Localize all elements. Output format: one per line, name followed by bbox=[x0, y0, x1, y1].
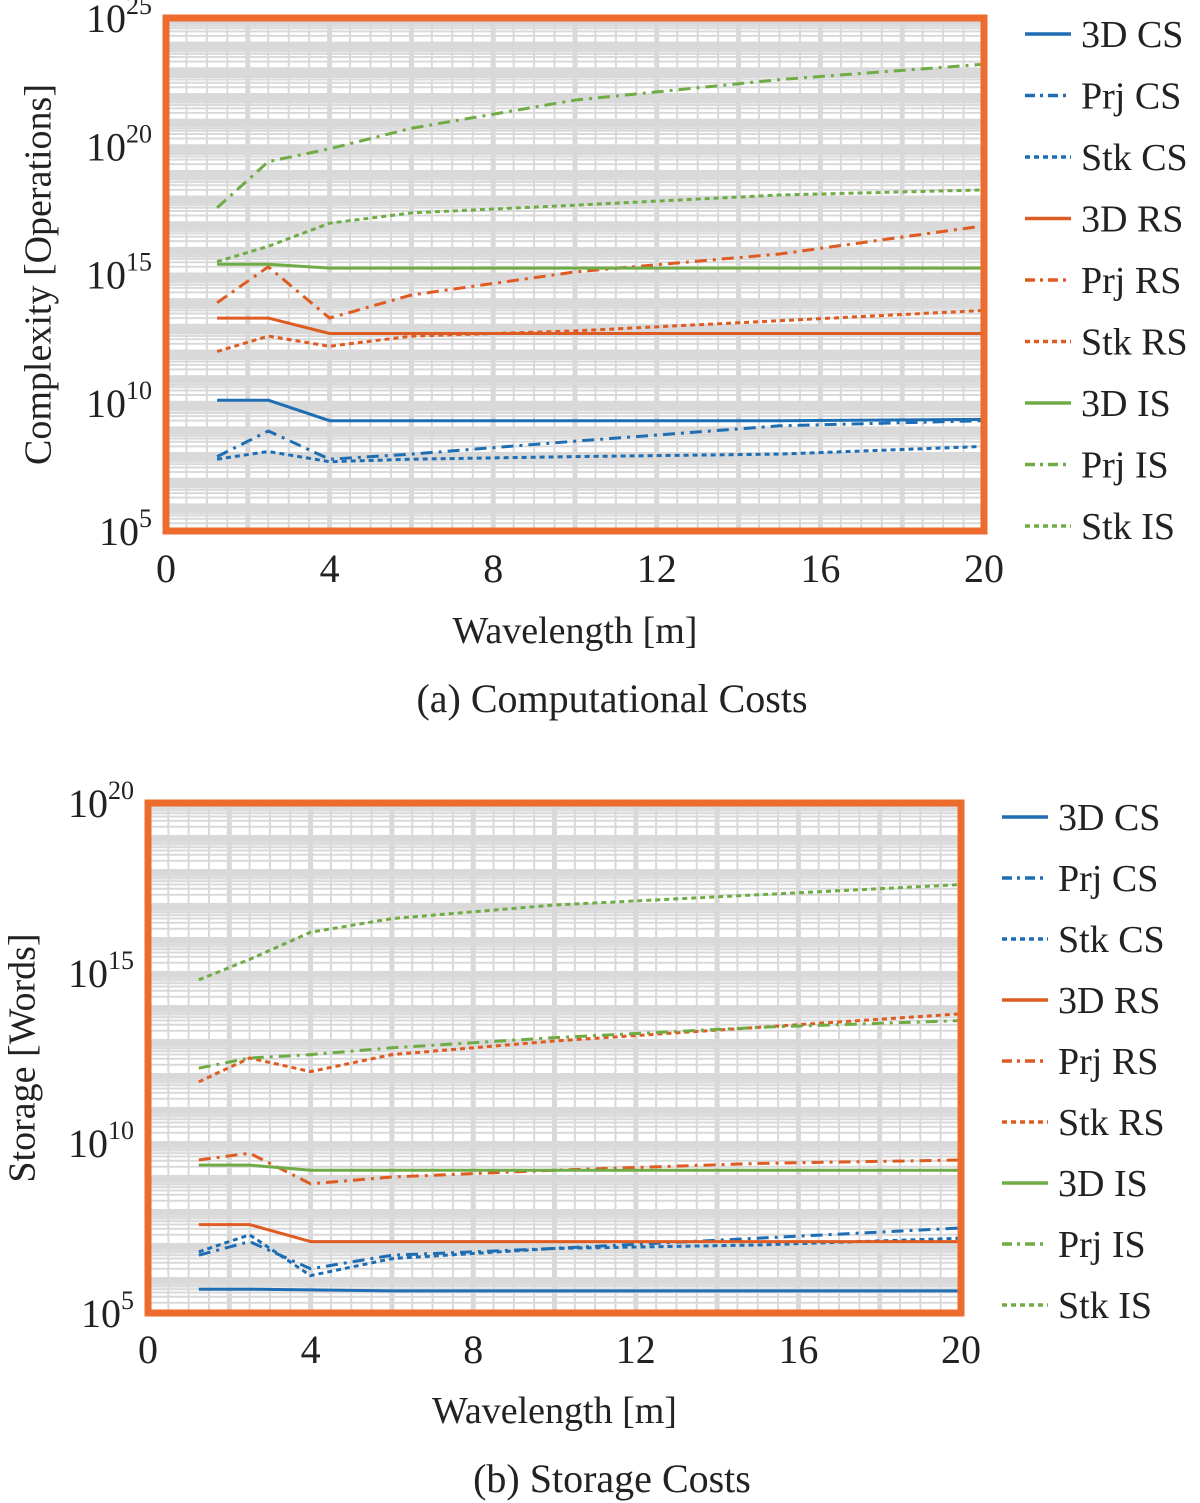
series-line-3d-rs bbox=[198, 1223, 961, 1244]
y-tick-label: 1020 bbox=[86, 119, 152, 169]
legend-label: 3D RS bbox=[1081, 199, 1183, 241]
legend-label: 3D CS bbox=[1058, 797, 1160, 839]
series-line-3d-cs bbox=[217, 398, 985, 423]
plot-frame bbox=[144, 799, 965, 1317]
y-tick-labels: 105 1010 1015 1020 bbox=[68, 776, 134, 1336]
legend-label: Prj RS bbox=[1058, 1041, 1158, 1083]
x-tick-label: 20 bbox=[941, 1327, 981, 1372]
plot-frame bbox=[162, 14, 988, 535]
series-lines bbox=[216, 62, 985, 464]
series-line-3d-cs bbox=[198, 1287, 961, 1293]
legend-label: Prj IS bbox=[1081, 445, 1169, 487]
legend-label: Stk CS bbox=[1081, 137, 1188, 179]
x-tick-label: 4 bbox=[301, 1327, 321, 1372]
y-tick-label: 105 bbox=[81, 1286, 134, 1336]
legend: 3D CS Prj CS Stk CS 3D RS Prj RS Stk RS 3D IS P… bbox=[1025, 14, 1188, 548]
x-tick-label: 12 bbox=[637, 546, 677, 591]
y-tick-label: 1010 bbox=[86, 376, 152, 426]
y-tick-label: 1010 bbox=[68, 1116, 134, 1166]
x-tick-labels: 0 4 8 12 16 20 bbox=[138, 1327, 981, 1372]
series-line-prj-is bbox=[198, 1019, 962, 1070]
series-line-prj-is bbox=[216, 62, 985, 209]
legend-label: 3D RS bbox=[1058, 980, 1160, 1022]
legend-label: Prj CS bbox=[1081, 76, 1181, 118]
computational-costs-chart: 105 1010 1015 1020 1025 0 4 8 12 16 20 Complexity… bbox=[18, 0, 1188, 721]
x-tick-labels: 0 4 8 12 16 20 bbox=[156, 546, 1004, 591]
series-line-stk-is bbox=[216, 188, 985, 264]
legend-label: Stk RS bbox=[1081, 322, 1188, 364]
y-tick-label: 1020 bbox=[68, 776, 134, 826]
x-tick-label: 0 bbox=[156, 546, 176, 591]
series-line-prj-cs bbox=[216, 419, 985, 461]
legend-label: Stk RS bbox=[1058, 1102, 1165, 1144]
y-tick-labels: 105 1010 1015 1020 1025 bbox=[86, 0, 152, 554]
legend-label: Prj IS bbox=[1058, 1224, 1146, 1266]
y-tick-label: 105 bbox=[99, 504, 152, 554]
y-tick-label: 1015 bbox=[68, 946, 134, 996]
x-axis-label: Wavelength [m] bbox=[432, 1390, 677, 1432]
x-tick-label: 12 bbox=[616, 1327, 656, 1372]
y-axis-label: Storage [Words] bbox=[2, 933, 44, 1182]
x-axis-label: Wavelength [m] bbox=[453, 610, 698, 652]
legend-label: 3D CS bbox=[1081, 14, 1183, 56]
series-lines bbox=[198, 883, 962, 1293]
legend-label: 3D IS bbox=[1081, 383, 1171, 425]
legend-label: Stk IS bbox=[1081, 506, 1175, 548]
y-tick-label: 1015 bbox=[86, 248, 152, 298]
series-line-prj-rs bbox=[198, 1151, 962, 1186]
series-line-3d-is bbox=[217, 262, 984, 270]
legend: 3D CS Prj CS Stk CS 3D RS Prj RS Stk RS 3D IS P… bbox=[1002, 797, 1165, 1327]
legend-label: Prj RS bbox=[1081, 260, 1181, 302]
series-line-stk-rs bbox=[216, 308, 985, 353]
series-line-3d-is bbox=[198, 1163, 961, 1172]
chart-caption: (a) Computational Costs bbox=[416, 676, 807, 721]
series-line-stk-is bbox=[198, 883, 962, 982]
legend-label: 3D IS bbox=[1058, 1163, 1148, 1205]
legend-label: Stk CS bbox=[1058, 919, 1165, 961]
chart-caption: (b) Storage Costs bbox=[473, 1456, 751, 1501]
x-tick-label: 0 bbox=[138, 1327, 158, 1372]
y-axis-label: Complexity [Operations] bbox=[18, 84, 60, 465]
legend-label: Prj CS bbox=[1058, 858, 1158, 900]
legend-label: Stk IS bbox=[1058, 1285, 1152, 1327]
series-line-stk-cs bbox=[198, 1233, 962, 1278]
y-tick-label: 1025 bbox=[86, 0, 152, 41]
series-line-3d-rs bbox=[217, 316, 984, 335]
storage-costs-chart: 105 1010 1015 1020 0 4 8 12 16 20 Storage [Words… bbox=[2, 776, 1165, 1501]
x-tick-label: 4 bbox=[320, 546, 340, 591]
x-tick-label: 16 bbox=[800, 546, 840, 591]
series-line-prj-rs bbox=[216, 224, 985, 320]
x-tick-label: 8 bbox=[483, 546, 503, 591]
x-tick-label: 20 bbox=[964, 546, 1004, 591]
x-tick-label: 8 bbox=[463, 1327, 483, 1372]
gridlines bbox=[163, 18, 987, 533]
series-line-prj-cs bbox=[198, 1226, 962, 1271]
x-tick-label: 16 bbox=[778, 1327, 818, 1372]
